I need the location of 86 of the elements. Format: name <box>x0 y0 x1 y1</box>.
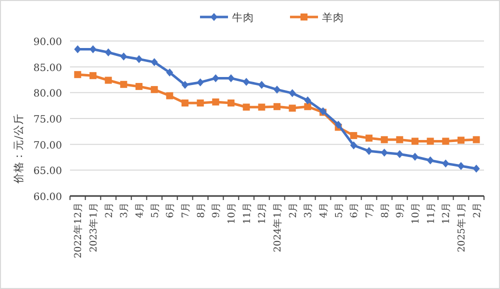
x-tick-label: 2022年12月 <box>72 202 84 258</box>
x-tick-label: 4月 <box>134 202 146 218</box>
x-tick-label: 6月 <box>165 202 176 218</box>
point <box>136 55 142 64</box>
x-tick-label: 12月 <box>257 202 268 224</box>
point <box>196 100 204 106</box>
point <box>396 136 404 144</box>
x-tick-label: 2025年1月 <box>456 202 468 252</box>
point <box>274 86 280 94</box>
point <box>472 164 480 173</box>
point <box>136 82 142 90</box>
y-axis-title: 价格：元/公斤 <box>12 114 25 184</box>
point <box>74 71 82 78</box>
x-tick-label: 2月 <box>472 202 483 218</box>
point <box>150 58 158 66</box>
point <box>442 138 450 145</box>
point <box>182 100 188 106</box>
point <box>166 92 174 100</box>
y-tick-label: 80.00 <box>33 88 62 100</box>
x-tick-label: 5月 <box>334 202 345 218</box>
point <box>350 132 358 140</box>
point <box>90 45 96 54</box>
point <box>412 138 418 145</box>
x-tick-label: 6月 <box>349 202 360 218</box>
x-tick-label: 8月 <box>380 202 391 218</box>
point <box>242 78 250 86</box>
x-tick-label: 7月 <box>180 202 192 218</box>
point <box>258 104 266 111</box>
y-tick-label: 75.00 <box>33 114 62 126</box>
point <box>288 104 296 112</box>
point <box>182 80 188 89</box>
x-tick-label: 9月 <box>211 202 222 218</box>
point <box>242 104 250 111</box>
x-tick-label: 2月 <box>288 202 299 218</box>
point <box>458 162 464 170</box>
point <box>304 103 312 110</box>
point <box>380 136 388 144</box>
point <box>334 120 342 129</box>
point <box>274 103 280 110</box>
y-tick-label: 90.00 <box>33 37 62 48</box>
point <box>288 89 296 98</box>
point <box>166 68 174 77</box>
point <box>228 74 234 82</box>
point <box>212 98 220 106</box>
point <box>472 136 480 144</box>
point <box>412 152 418 161</box>
x-tick-label: 12月 <box>441 202 452 224</box>
point <box>426 156 434 164</box>
x-tick-label: 5月 <box>150 202 161 218</box>
point <box>120 52 128 60</box>
point <box>304 96 312 104</box>
x-tick-label: 11月 <box>242 202 253 224</box>
point <box>104 76 112 84</box>
x-tick-label: 7月 <box>364 202 376 218</box>
x-tick-label: 11月 <box>426 202 437 224</box>
point <box>396 150 404 158</box>
legend-label: 牛肉 <box>232 11 254 24</box>
point <box>196 78 204 86</box>
x-tick-label: 2023年1月 <box>88 202 100 252</box>
x-tick-label: 10月 <box>226 202 238 224</box>
x-tick-label: 10月 <box>410 202 422 224</box>
point <box>366 134 372 142</box>
x-tick-label: 2月 <box>104 202 115 218</box>
point <box>380 148 388 157</box>
y-tick-label: 65.00 <box>33 166 62 178</box>
y-tick-label: 60.00 <box>33 192 62 203</box>
x-tick-label: 4月 <box>318 202 330 218</box>
x-tick-label: 3月 <box>119 202 130 218</box>
point <box>90 72 96 80</box>
legend-label: 羊肉 <box>322 12 344 24</box>
x-tick-label: 2024年1月 <box>272 202 284 252</box>
x-tick-label: 3月 <box>303 202 314 218</box>
y-tick-label: 70.00 <box>33 140 62 152</box>
point <box>228 100 234 106</box>
y-tick-label: 85.00 <box>33 62 62 74</box>
point <box>104 48 112 56</box>
x-tick-label: 8月 <box>196 202 207 218</box>
point <box>366 147 372 156</box>
point <box>426 138 434 145</box>
point <box>120 80 128 88</box>
point <box>258 80 266 89</box>
point <box>458 136 464 144</box>
point <box>150 86 158 94</box>
x-tick-label: 9月 <box>395 202 406 218</box>
point <box>442 159 450 168</box>
point <box>350 141 358 150</box>
